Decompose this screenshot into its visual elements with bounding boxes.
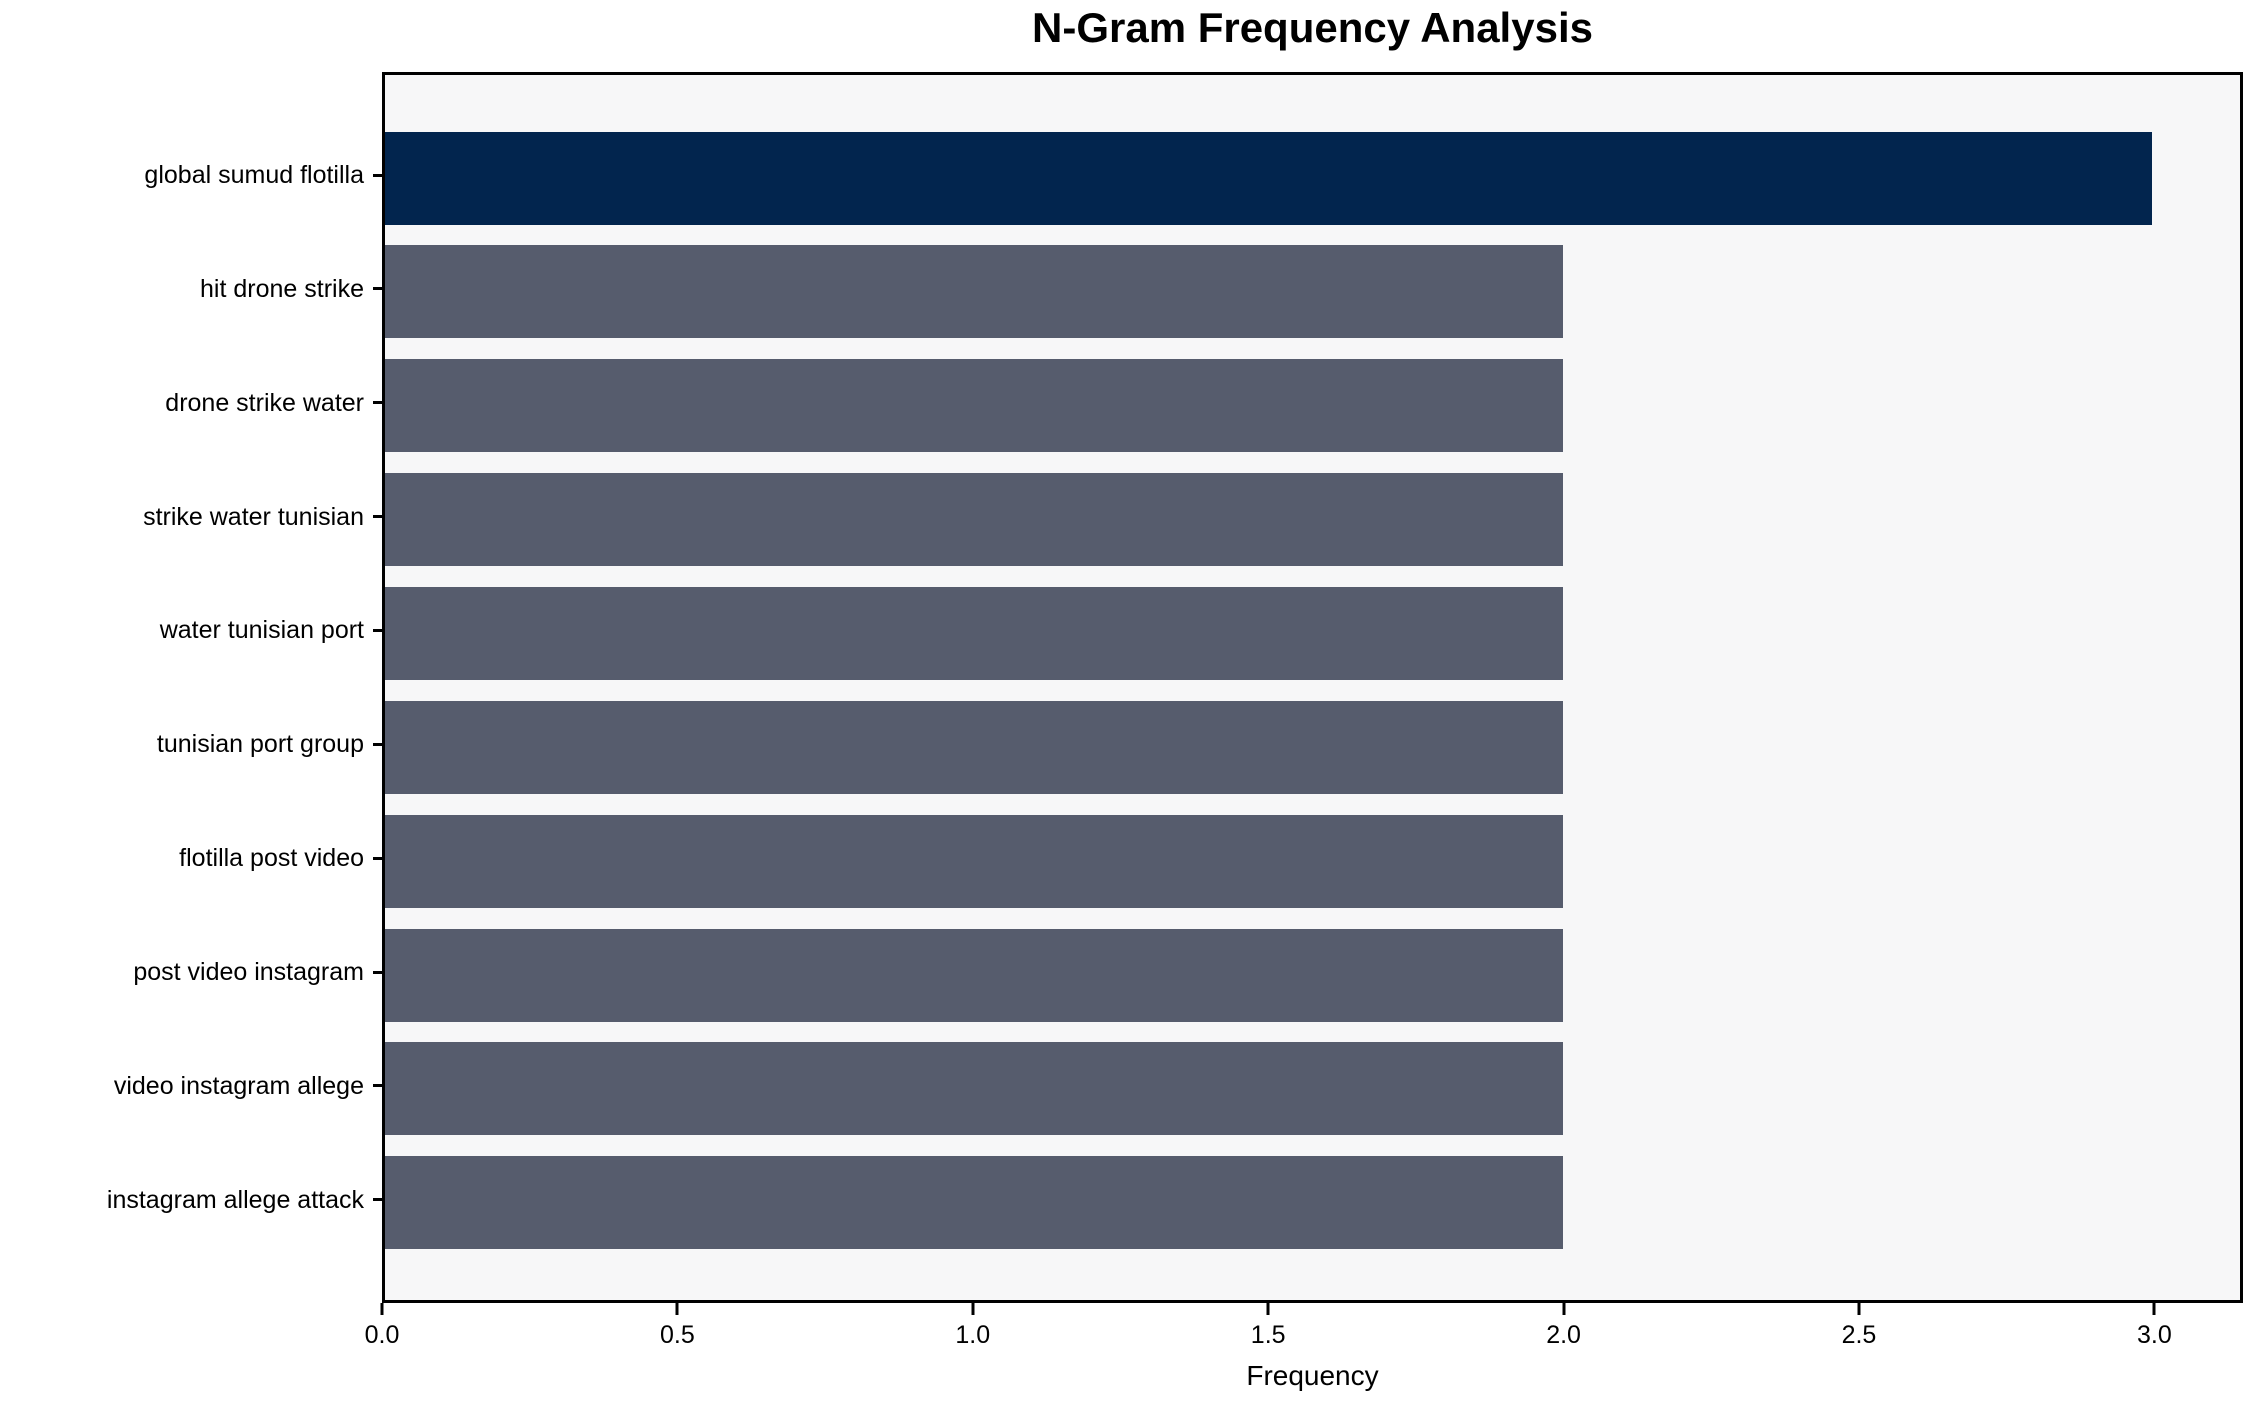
x-tick-label: 2.5 bbox=[1841, 1321, 1877, 1349]
bar-drone-strike-water bbox=[385, 359, 1563, 453]
bar-instagram-allege-attack bbox=[385, 1156, 1563, 1250]
plot-area bbox=[382, 72, 2243, 1303]
y-tick-label: instagram allege attack bbox=[106, 1185, 364, 1214]
y-tick-mark bbox=[373, 970, 382, 974]
y-tick-label: strike water tunisian bbox=[143, 502, 364, 531]
y-tick-mark bbox=[373, 401, 382, 405]
x-tick-mark bbox=[1562, 1303, 1566, 1315]
y-tick-label: flotilla post video bbox=[179, 844, 364, 873]
y-tick-mark bbox=[373, 628, 382, 632]
bar-water-tunisian-port bbox=[385, 586, 1563, 680]
y-tick-label: drone strike water bbox=[165, 388, 364, 417]
y-tick-mark bbox=[373, 856, 382, 860]
bar-flotilla-post-video bbox=[385, 814, 1563, 908]
chart-title: N-Gram Frequency Analysis bbox=[1032, 4, 1593, 51]
x-tick-label: 0.0 bbox=[364, 1321, 400, 1349]
bar-global-sumud-flotilla bbox=[385, 131, 2152, 225]
x-tick-label: 1.0 bbox=[955, 1321, 991, 1349]
x-tick-mark bbox=[2152, 1303, 2156, 1315]
x-tick-mark bbox=[380, 1303, 384, 1315]
y-tick-mark bbox=[373, 515, 382, 519]
y-tick-label: water tunisian port bbox=[159, 616, 364, 645]
y-tick-mark bbox=[373, 287, 382, 291]
y-tick-label: tunisian port group bbox=[156, 730, 364, 759]
x-tick-mark bbox=[971, 1303, 975, 1315]
y-tick-label: hit drone strike bbox=[200, 274, 364, 303]
y-tick-label: video instagram allege bbox=[113, 1071, 364, 1100]
y-tick-mark bbox=[373, 1198, 382, 1202]
x-tick-label: 0.5 bbox=[660, 1321, 695, 1349]
y-tick-mark bbox=[373, 173, 382, 177]
x-axis-label: Frequency bbox=[1246, 1360, 1379, 1391]
bar-post-video-instagram bbox=[385, 928, 1563, 1022]
bar-strike-water-tunisian bbox=[385, 473, 1563, 567]
x-tick-mark bbox=[1857, 1303, 1861, 1315]
x-tick-label: 2.0 bbox=[1546, 1321, 1581, 1349]
y-tick-mark bbox=[373, 742, 382, 746]
x-tick-mark bbox=[675, 1303, 679, 1315]
y-tick-mark bbox=[373, 1084, 382, 1088]
y-tick-label: post video instagram bbox=[133, 958, 364, 987]
x-tick-label: 3.0 bbox=[2136, 1321, 2172, 1349]
bar-tunisian-port-group bbox=[385, 700, 1563, 794]
x-tick-label: 1.5 bbox=[1250, 1321, 1286, 1349]
bar-video-instagram-allege bbox=[385, 1042, 1563, 1136]
y-tick-label: global sumud flotilla bbox=[144, 161, 364, 189]
bar-hit-drone-strike bbox=[385, 245, 1563, 339]
x-tick-mark bbox=[1266, 1303, 1270, 1315]
